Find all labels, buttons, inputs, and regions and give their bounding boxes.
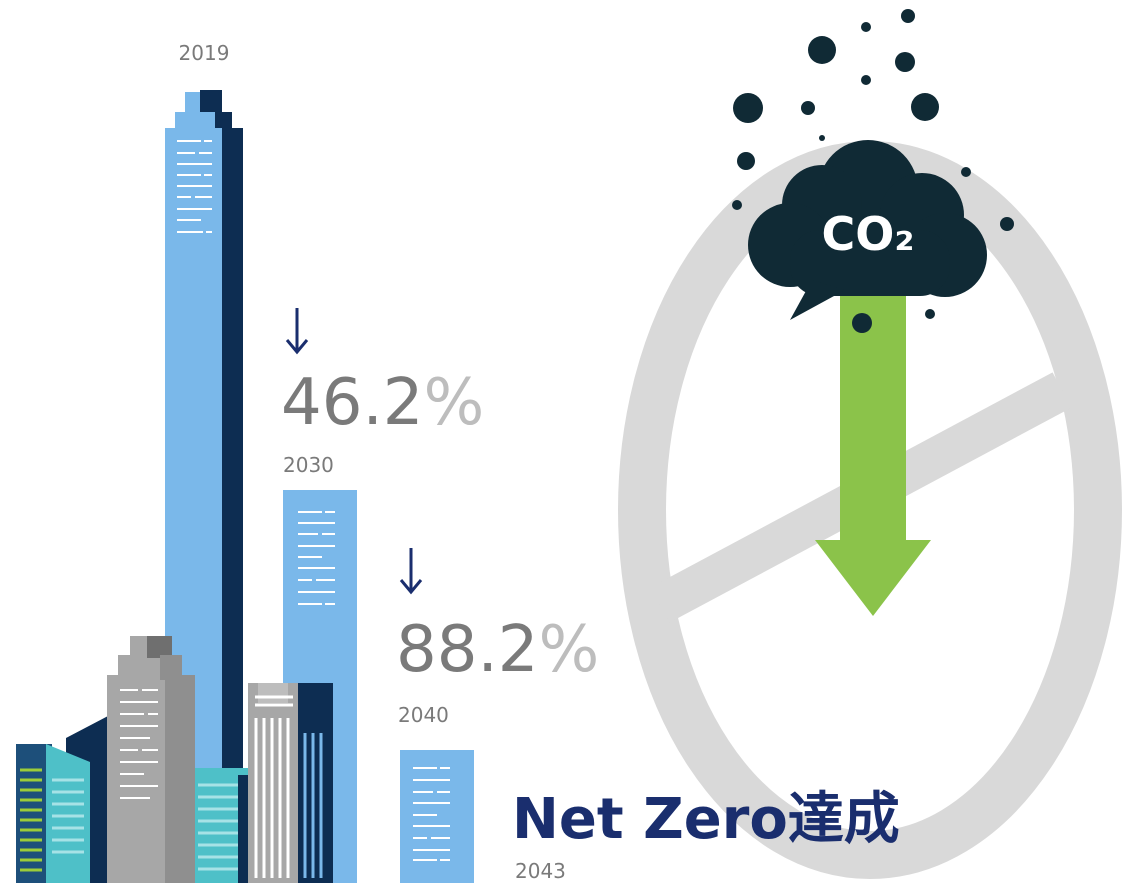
reduction-label: 46.2%	[281, 366, 484, 440]
building-2043	[400, 750, 474, 883]
reduction-value: 46.2	[281, 366, 424, 440]
year-label: 2043	[515, 859, 566, 883]
year-label: 2040	[398, 703, 449, 727]
reduction-label: 88.2%	[396, 613, 599, 687]
reduction-unit: %	[539, 613, 600, 687]
down-arrow	[401, 548, 421, 592]
co2-label: CO₂	[821, 207, 914, 261]
down-arrow	[287, 308, 307, 352]
infographic: CO₂	[0, 0, 1130, 883]
reduction-value: 88.2	[396, 613, 539, 687]
year-label: 2030	[283, 453, 334, 477]
net-zero-label: Net Zero達成	[512, 787, 900, 852]
year-label: 2019	[179, 41, 230, 65]
reduction-unit: %	[424, 366, 485, 440]
page: CO₂	[0, 0, 1130, 883]
